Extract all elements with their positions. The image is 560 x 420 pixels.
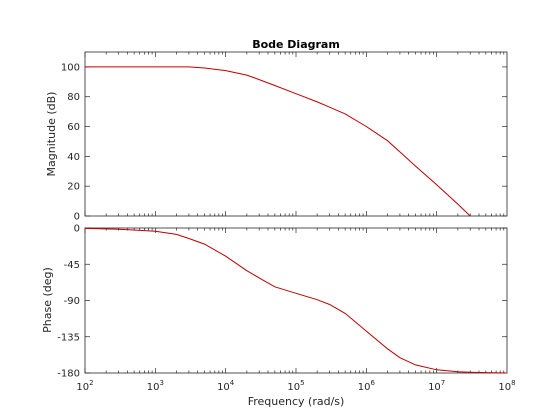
y-tick-label: 20 xyxy=(67,182,80,193)
phase-ticks xyxy=(84,227,507,374)
x-tick-label: 107 xyxy=(428,379,445,393)
y-tick-label: -45 xyxy=(64,260,80,271)
x-tick-label: 105 xyxy=(287,379,304,393)
magnitude-axes-frame xyxy=(84,51,508,217)
x-tick-label: 106 xyxy=(358,379,376,393)
x-tick-labels: 102 103 104 105 106 107 108 xyxy=(76,379,515,393)
magnitude-panel: 0 20 40 60 80 100 Magnitude (dB) xyxy=(45,51,508,223)
x-axis-label: Frequency (rad/s) xyxy=(248,395,345,408)
phase-axes-frame xyxy=(84,227,508,374)
y-tick-label: 40 xyxy=(67,152,80,163)
x-tick-label: 102 xyxy=(76,379,93,393)
y-tick-label: -90 xyxy=(64,296,80,307)
y-tick-label: -180 xyxy=(57,369,80,380)
x-tick-label: 103 xyxy=(147,379,164,393)
phase-y-axis-label: Phase (deg) xyxy=(41,267,54,333)
chart-title: Bode Diagram xyxy=(252,38,340,51)
y-tick-label: 100 xyxy=(61,62,80,73)
phase-curve xyxy=(84,227,508,374)
magnitude-y-tick-labels: 0 20 40 60 80 100 xyxy=(61,62,80,222)
y-tick-label: 60 xyxy=(67,122,80,133)
magnitude-y-axis-label: Magnitude (dB) xyxy=(45,92,58,177)
x-tick-label: 104 xyxy=(217,379,235,393)
y-tick-label: 80 xyxy=(67,92,80,103)
magnitude-curve xyxy=(85,66,471,217)
y-tick-label: -135 xyxy=(57,332,80,343)
y-tick-label: 0 xyxy=(74,224,80,235)
x-tick-label: 108 xyxy=(498,379,515,393)
phase-panel: -180 -135 -90 -45 0 Phase (deg) xyxy=(41,224,508,380)
y-tick-label: 0 xyxy=(74,212,80,223)
phase-y-tick-labels: -180 -135 -90 -45 0 xyxy=(57,224,80,380)
